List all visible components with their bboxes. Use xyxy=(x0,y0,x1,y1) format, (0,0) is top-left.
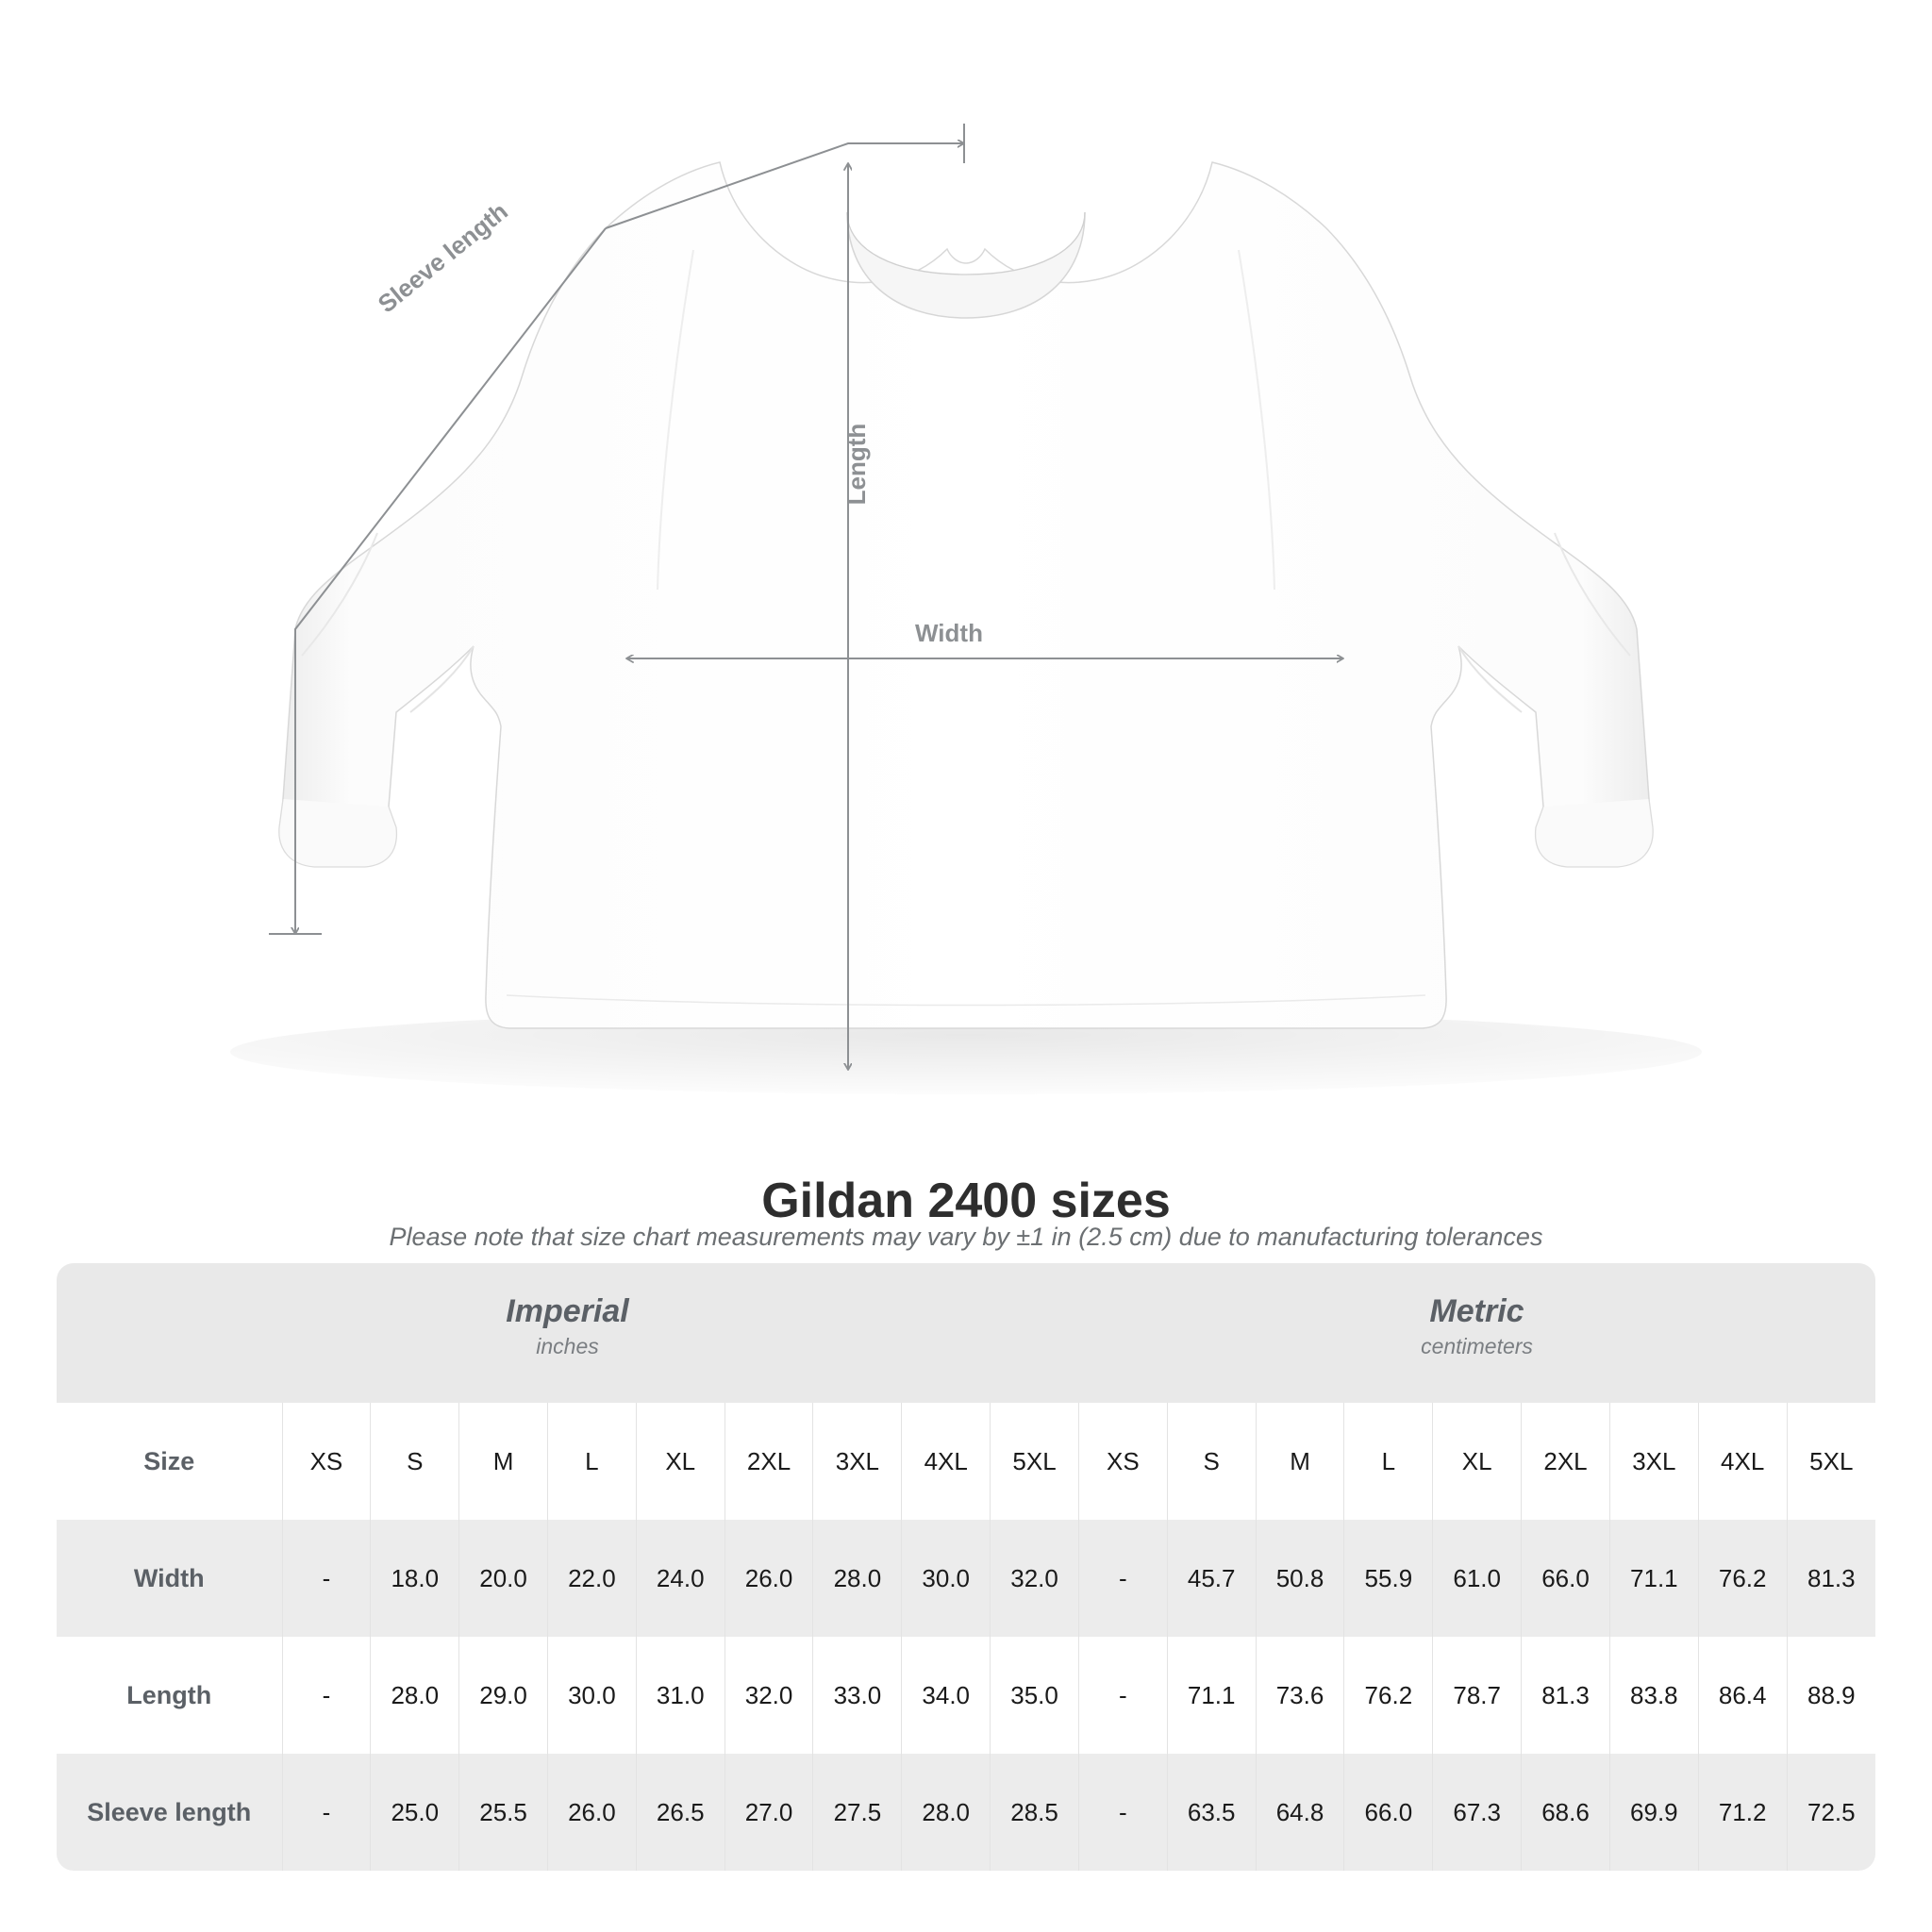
svg-text:Width: Width xyxy=(915,619,983,647)
svg-text:Sleeve length: Sleeve length xyxy=(373,197,513,319)
svg-text:Length: Length xyxy=(842,424,871,506)
